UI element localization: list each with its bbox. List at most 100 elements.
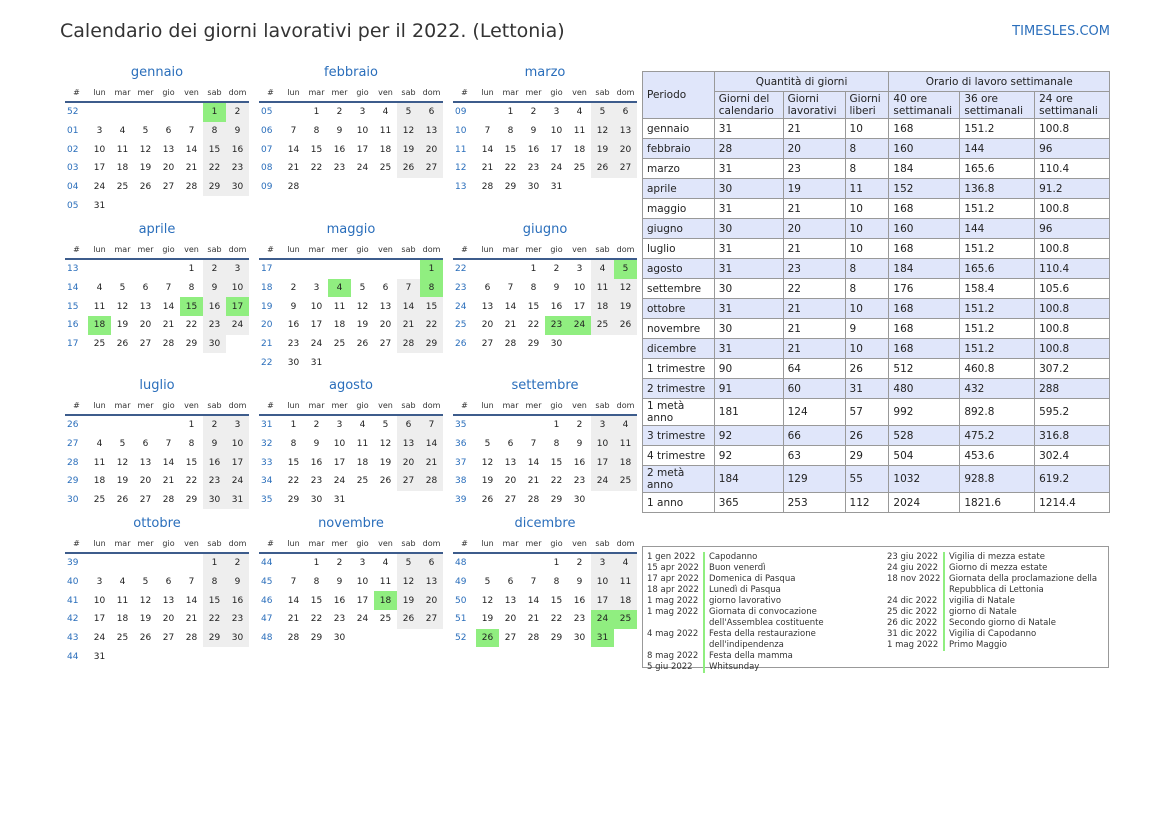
day: 23: [226, 159, 249, 178]
day: 12: [379, 439, 392, 450]
week-number: 46: [261, 595, 273, 606]
value-cell: 528: [888, 425, 961, 446]
day: 27: [420, 610, 443, 629]
day: 27: [162, 182, 175, 193]
month-name: febbraio: [324, 65, 378, 80]
weekday: dom: [226, 535, 249, 554]
day: 6: [397, 415, 420, 435]
day: 1: [507, 107, 514, 118]
week-row: 43 24 25 26 27 28 29 30: [65, 628, 249, 648]
week-number: 31: [261, 420, 273, 431]
value-cell: 10: [844, 218, 890, 239]
day: 10: [226, 434, 249, 454]
day: 28: [287, 182, 300, 193]
day: 27: [420, 159, 443, 178]
day: [305, 259, 328, 279]
month-grid: # lun mar mer gio ven sab dom 39 1 2 40 3 4 5 6 7 8 9 41 10 1…: [65, 535, 249, 666]
week-row: 37 12 13 14 15 16 17 18: [453, 453, 637, 473]
week-number: 15: [67, 301, 79, 312]
day: 25: [93, 495, 106, 506]
day: 23: [333, 163, 346, 174]
day: [111, 259, 134, 279]
day: 18: [88, 316, 111, 335]
day: [614, 491, 637, 510]
day: 25: [116, 633, 129, 644]
week-row: 07 14 15 16 17 18 19 20: [259, 140, 443, 160]
day: 20: [614, 140, 637, 160]
week-number: 35: [455, 420, 467, 431]
day: [180, 102, 203, 122]
month-name: dicembre: [514, 516, 576, 531]
day: 10: [550, 126, 563, 137]
table-row: 2 trimestre 91 60 31 480 432 288: [642, 378, 1110, 399]
day: 29: [504, 182, 517, 193]
day: 1: [188, 264, 195, 275]
weekday-row: # lun mar mer gio ven sab dom: [259, 84, 443, 103]
day: 6: [420, 102, 443, 122]
day: [568, 335, 591, 354]
day: 16: [226, 140, 249, 160]
day: [282, 553, 305, 573]
value-cell: 110.4: [1034, 158, 1110, 179]
day: [614, 178, 637, 197]
weekday: #: [453, 84, 476, 103]
value-cell: 57: [844, 398, 890, 426]
weekday: gio: [351, 397, 374, 416]
day: 18: [93, 476, 106, 487]
value-cell: 152: [888, 178, 961, 199]
day: 21: [420, 453, 443, 473]
day: [374, 259, 397, 279]
day: 8: [553, 439, 560, 450]
value-cell: 144: [959, 218, 1036, 239]
day: 22: [420, 316, 443, 335]
holiday-date: 5 giu 2022: [643, 662, 705, 673]
week-number: 33: [261, 457, 273, 468]
weekday: gio: [157, 241, 180, 260]
day: 25: [379, 163, 392, 174]
week-number: 14: [67, 283, 79, 294]
value-cell: 151.2: [959, 318, 1036, 339]
month-grid: # lun mar mer gio ven sab dom 26 1 2 3 27 4 5 6 7 8 9 10 28 1…: [65, 397, 249, 510]
day: 23: [287, 339, 300, 350]
day: 15: [504, 144, 517, 155]
day: 16: [310, 457, 323, 468]
week-number: 48: [455, 558, 467, 569]
day: 23: [310, 476, 323, 487]
value-cell: 31: [713, 238, 784, 259]
weekday-row: # lun mar mer gio ven sab dom: [65, 535, 249, 554]
value-cell: 595.2: [1034, 398, 1110, 426]
week-row: 35 29 30 31: [259, 491, 443, 510]
weekday: dom: [420, 84, 443, 103]
week-row: 11 14 15 16 17 18 19 20: [453, 140, 637, 160]
value-cell: 21: [782, 338, 846, 359]
day: 12: [116, 301, 129, 312]
weekday: mer: [328, 397, 351, 416]
holiday-entry: 24 dic 2022 vigilia di Natale: [883, 596, 1108, 607]
holiday-entry: 1 mag 2022 Primo Maggio: [883, 640, 1108, 651]
site-link[interactable]: TIMESLES.COM: [1012, 24, 1110, 39]
day: 7: [530, 439, 537, 450]
weekday: sab: [591, 241, 614, 260]
day: 23: [203, 316, 226, 335]
day: 9: [226, 121, 249, 141]
day: 6: [420, 553, 443, 573]
day: 15: [185, 457, 198, 468]
weekday: lun: [476, 397, 499, 416]
day: 1: [313, 558, 320, 569]
week-number: 37: [455, 457, 467, 468]
day: [374, 353, 397, 372]
day: 18: [116, 614, 129, 625]
holiday-entry: 4 mag 2022 Festa della restaurazione dell…: [643, 629, 883, 651]
month: gennaio # lun mar mer gio ven sab dom 52 1 2 01 3 4 5 6 7…: [65, 64, 249, 215]
month-grid: # lun mar mer gio ven sab dom 31 1 2 3 4 5 6 7 32 8 9 10 11 1…: [259, 397, 443, 509]
week-row: 22 1 2 3 4 5: [453, 259, 637, 279]
day: 29: [287, 495, 300, 506]
day: 1: [203, 553, 226, 573]
day: 23: [573, 476, 586, 487]
weekday: ven: [180, 397, 203, 416]
holiday-name: Giornata della proclamazione della Repub…: [949, 574, 1098, 595]
weekday: sab: [591, 397, 614, 416]
day: 25: [356, 476, 369, 487]
day: 11: [116, 144, 129, 155]
weekday: dom: [614, 84, 637, 103]
